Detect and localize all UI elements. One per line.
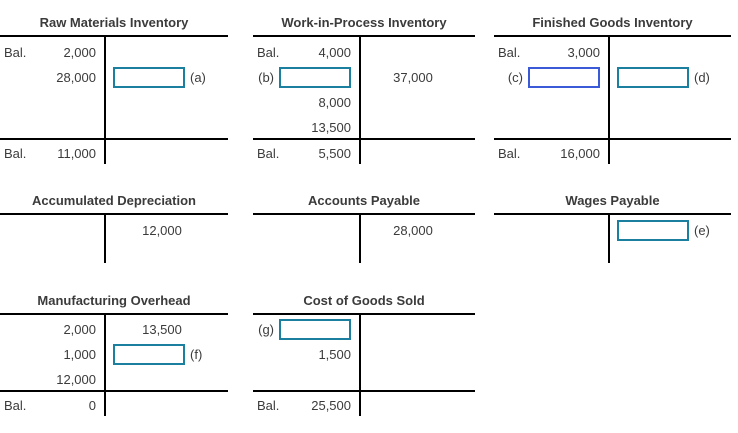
t-account-accumulated-depreciation: Accumulated Depreciation 12,000	[0, 188, 228, 263]
t-account-body: Bal. 2,000 28,000 (a)	[0, 35, 228, 138]
debit-entry-row: 1,000	[0, 342, 104, 367]
balance-row: Bal. 5,500	[253, 138, 475, 164]
bal-label: Bal.	[4, 45, 27, 60]
account-title: Manufacturing Overhead	[37, 293, 191, 308]
account-title: Wages Payable	[565, 193, 660, 208]
amount-cell: 13,500	[142, 322, 182, 337]
entry-label-e: (e)	[694, 223, 710, 238]
amount-cell: 4,000	[318, 45, 351, 60]
credit-entry-row: (a)	[106, 65, 228, 90]
input-b[interactable]	[279, 67, 351, 88]
amount-cell: 8,000	[318, 95, 351, 110]
input-d[interactable]	[617, 67, 689, 88]
debit-entry-row: 8,000	[253, 90, 359, 115]
t-account-body: 2,000 1,000 12,000 13,500 (f)	[0, 313, 228, 390]
input-g[interactable]	[279, 319, 351, 340]
t-account-body: Bal. 3,000 (c) (d)	[494, 35, 731, 138]
entry-label-g: (g)	[258, 322, 274, 337]
t-account-work-in-process: Work-in-Process Inventory Bal. 4,000 (b)…	[253, 10, 475, 164]
debit-entry-row: (g)	[253, 317, 359, 342]
amount-cell: 13,500	[311, 120, 351, 135]
balance-amount: 25,500	[311, 398, 351, 413]
amount-cell: 28,000	[393, 223, 433, 238]
input-a[interactable]	[113, 67, 185, 88]
bal-label: Bal.	[257, 45, 280, 60]
balance-amount: 16,000	[560, 146, 600, 161]
account-title: Work-in-Process Inventory	[281, 15, 447, 30]
balance-amount: 11,000	[57, 146, 96, 161]
credit-entry-row: 28,000	[361, 218, 475, 243]
debit-entry-row: 12,000	[0, 367, 104, 392]
balance-amount: 5,500	[318, 146, 351, 161]
bal-label: Bal.	[4, 146, 27, 161]
debit-entry-row: (b)	[253, 65, 359, 90]
t-account-body: Bal. 4,000 (b) 8,000 13,500 37,000	[253, 35, 475, 138]
balance-row: Bal. 25,500	[253, 390, 475, 416]
account-title: Raw Materials Inventory	[39, 15, 189, 30]
t-account-raw-materials: Raw Materials Inventory Bal. 2,000 28,00…	[0, 10, 228, 164]
input-c[interactable]	[528, 67, 600, 88]
amount-cell: 12,000	[56, 372, 96, 387]
t-account-wages-payable: Wages Payable (e)	[494, 188, 731, 263]
amount-cell: 2,000	[63, 45, 96, 60]
credit-entry-row: (d)	[610, 65, 731, 90]
bal-label: Bal.	[257, 398, 280, 413]
amount-cell: 2,000	[63, 322, 96, 337]
debit-entry-row: (c)	[494, 65, 608, 90]
balance-row: Bal. 11,000	[0, 138, 228, 164]
debit-entry-row: 13,500	[253, 115, 359, 140]
bal-label: Bal.	[498, 146, 521, 161]
input-f[interactable]	[113, 344, 185, 365]
amount-cell: 1,500	[318, 347, 351, 362]
bal-label: Bal.	[498, 45, 521, 60]
t-account-cost-of-goods-sold: Cost of Goods Sold (g) 1,500 Bal. 25,500	[253, 288, 475, 416]
entry-label-c: (c)	[507, 70, 523, 85]
t-account-body: (g) 1,500	[253, 313, 475, 390]
t-account-body: 12,000	[0, 213, 228, 263]
balance-amount: 0	[88, 398, 96, 413]
account-title: Finished Goods Inventory	[532, 15, 693, 30]
account-title: Accounts Payable	[308, 193, 420, 208]
entry-label-b: (b)	[258, 70, 274, 85]
amount-cell: 3,000	[567, 45, 600, 60]
balance-row: Bal. 16,000	[494, 138, 731, 164]
debit-entry-row: 28,000	[0, 65, 104, 90]
debit-entry-row: 1,500	[253, 342, 359, 367]
entry-label-d: (d)	[694, 70, 710, 85]
amount-cell: 1,000	[63, 347, 96, 362]
credit-entry-row: (e)	[610, 218, 731, 243]
input-e[interactable]	[617, 220, 689, 241]
debit-entry-row: 2,000	[0, 317, 104, 342]
amount-cell: 12,000	[142, 223, 182, 238]
account-title: Accumulated Depreciation	[32, 193, 196, 208]
amount-cell: 28,000	[56, 70, 96, 85]
t-account-accounts-payable: Accounts Payable 28,000	[253, 188, 475, 263]
bal-label: Bal.	[257, 146, 280, 161]
bal-label: Bal.	[4, 398, 27, 413]
debit-entry-row: Bal. 2,000	[0, 40, 104, 65]
credit-entry-row: 12,000	[106, 218, 228, 243]
t-account-body: 28,000	[253, 213, 475, 263]
account-title: Cost of Goods Sold	[303, 293, 425, 308]
entry-label-a: (a)	[190, 70, 206, 85]
debit-entry-row: Bal. 4,000	[253, 40, 359, 65]
t-account-body: (e)	[494, 213, 731, 263]
credit-entry-row: (f)	[106, 342, 228, 367]
credit-entry-row: 37,000	[361, 65, 475, 90]
debit-entry-row: Bal. 3,000	[494, 40, 608, 65]
balance-row: Bal. 0	[0, 390, 228, 416]
entry-label-f: (f)	[190, 347, 203, 362]
t-account-finished-goods: Finished Goods Inventory Bal. 3,000 (c) …	[494, 10, 731, 164]
amount-cell: 37,000	[393, 70, 433, 85]
t-account-manufacturing-overhead: Manufacturing Overhead 2,000 1,000 12,00…	[0, 288, 228, 416]
credit-entry-row: 13,500	[106, 317, 228, 342]
